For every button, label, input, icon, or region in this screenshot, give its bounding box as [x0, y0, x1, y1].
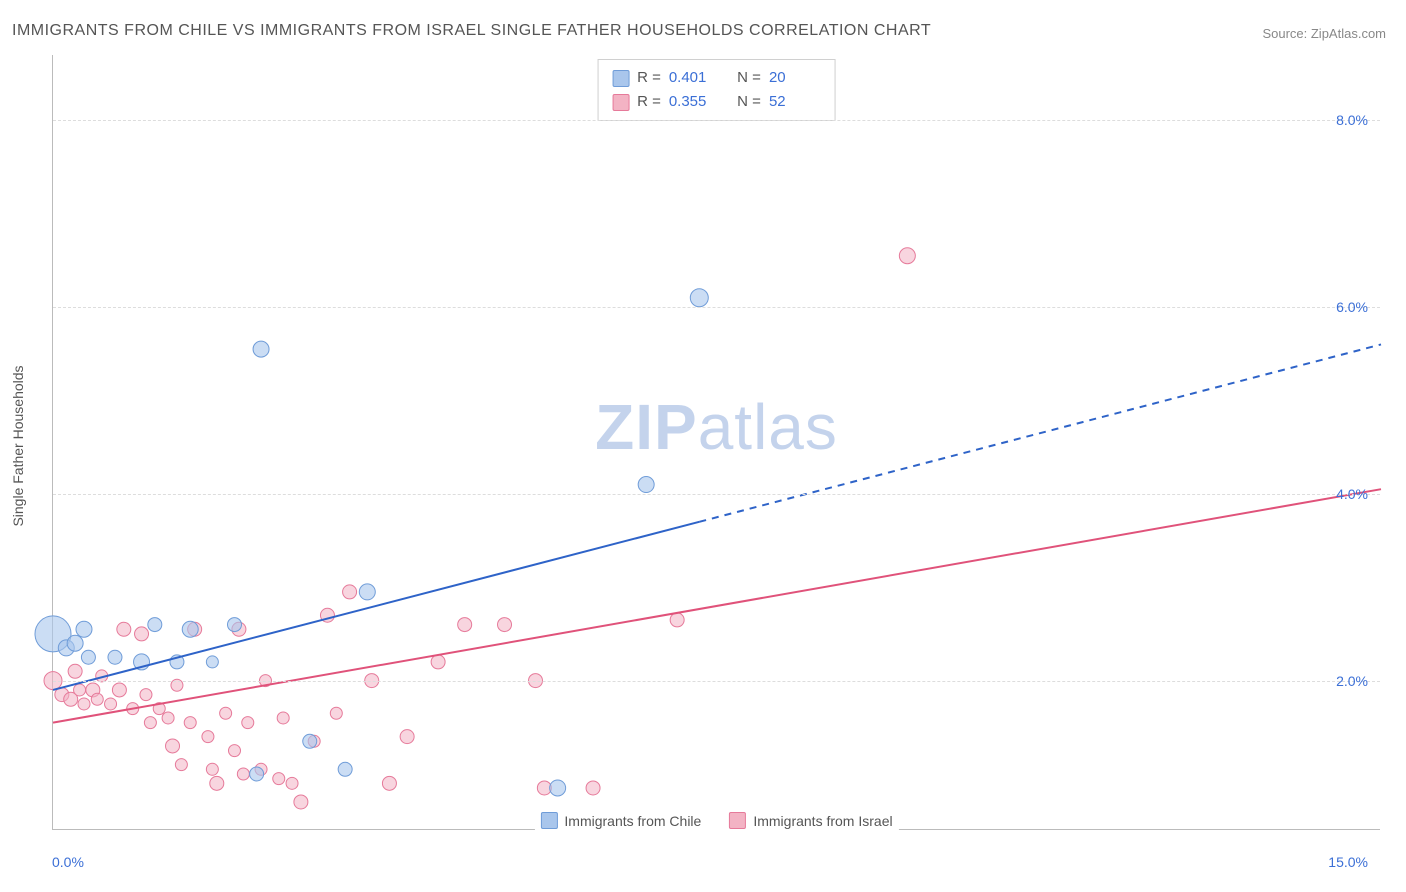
legend-item: Immigrants from Chile	[540, 812, 701, 829]
chart-title: IMMIGRANTS FROM CHILE VS IMMIGRANTS FROM…	[12, 22, 931, 40]
chart-svg	[53, 55, 1380, 829]
legend-swatch	[729, 812, 746, 829]
legend-r-label: R =	[637, 66, 661, 90]
data-point	[210, 776, 224, 790]
data-point	[202, 731, 214, 743]
legend-item: Immigrants from Israel	[729, 812, 892, 829]
data-point	[74, 684, 86, 696]
data-point	[550, 780, 566, 796]
legend-series: Immigrants from Chile Immigrants from Isr…	[534, 810, 898, 831]
data-point	[162, 712, 174, 724]
data-point	[76, 621, 92, 637]
data-point	[690, 289, 708, 307]
data-point	[166, 739, 180, 753]
data-point	[277, 712, 289, 724]
data-point	[228, 745, 240, 757]
data-point	[227, 618, 241, 632]
data-point	[253, 341, 269, 357]
data-point	[237, 768, 249, 780]
x-tick-min: 0.0%	[52, 854, 84, 870]
data-point	[294, 795, 308, 809]
legend-n-label: N =	[729, 66, 761, 90]
x-tick-max: 15.0%	[1328, 854, 1368, 870]
legend-stats-row: R = 0.355 N = 52	[612, 90, 821, 114]
data-point	[242, 717, 254, 729]
data-point	[112, 683, 126, 697]
y-tick-label: 8.0%	[1336, 112, 1368, 128]
data-point	[338, 762, 352, 776]
data-point	[343, 585, 357, 599]
plot-area: ZIPatlas R = 0.401 N = 20R = 0.355 N = 5…	[52, 55, 1380, 830]
data-point	[148, 618, 162, 632]
x-axis-labels: 0.0% 15.0%	[52, 854, 1380, 884]
legend-label: Immigrants from Israel	[753, 813, 892, 829]
data-point	[431, 655, 445, 669]
data-point	[250, 767, 264, 781]
data-point	[330, 707, 342, 719]
y-tick-label: 2.0%	[1336, 673, 1368, 689]
data-point	[140, 689, 152, 701]
data-point	[206, 763, 218, 775]
data-point	[586, 781, 600, 795]
data-point	[78, 698, 90, 710]
data-point	[184, 717, 196, 729]
trend-line	[53, 522, 699, 690]
data-point	[135, 627, 149, 641]
gridline	[53, 494, 1380, 495]
data-point	[899, 248, 915, 264]
gridline	[53, 681, 1380, 682]
data-point	[182, 621, 198, 637]
legend-swatch	[612, 70, 629, 87]
legend-n-value: 52	[769, 90, 821, 114]
legend-stats: R = 0.401 N = 20R = 0.355 N = 52	[597, 59, 836, 121]
data-point	[498, 618, 512, 632]
data-point	[638, 477, 654, 493]
trend-line-extrapolated	[699, 344, 1381, 521]
y-tick-label: 6.0%	[1336, 299, 1368, 315]
gridline	[53, 307, 1380, 308]
data-point	[67, 635, 83, 651]
trend-line	[53, 489, 1381, 722]
data-point	[175, 759, 187, 771]
data-point	[206, 656, 218, 668]
data-point	[117, 622, 131, 636]
data-point	[273, 773, 285, 785]
legend-n-value: 20	[769, 66, 821, 90]
legend-swatch	[612, 94, 629, 111]
legend-n-label: N =	[729, 90, 761, 114]
data-point	[286, 777, 298, 789]
data-point	[68, 664, 82, 678]
y-axis-title: Single Father Households	[10, 365, 26, 526]
y-tick-label: 4.0%	[1336, 486, 1368, 502]
data-point	[108, 650, 122, 664]
legend-swatch	[540, 812, 557, 829]
data-point	[81, 650, 95, 664]
gridline	[53, 120, 1380, 121]
legend-stats-row: R = 0.401 N = 20	[612, 66, 821, 90]
data-point	[670, 613, 684, 627]
data-point	[359, 584, 375, 600]
chart-container: IMMIGRANTS FROM CHILE VS IMMIGRANTS FROM…	[0, 0, 1406, 892]
data-point	[220, 707, 232, 719]
data-point	[303, 734, 317, 748]
data-point	[458, 618, 472, 632]
legend-r-label: R =	[637, 90, 661, 114]
legend-label: Immigrants from Chile	[564, 813, 701, 829]
data-point	[144, 717, 156, 729]
data-point	[105, 698, 117, 710]
legend-r-value: 0.355	[669, 90, 721, 114]
legend-r-value: 0.401	[669, 66, 721, 90]
data-point	[382, 776, 396, 790]
data-point	[91, 693, 103, 705]
source-label: Source: ZipAtlas.com	[1262, 26, 1386, 41]
data-point	[400, 730, 414, 744]
